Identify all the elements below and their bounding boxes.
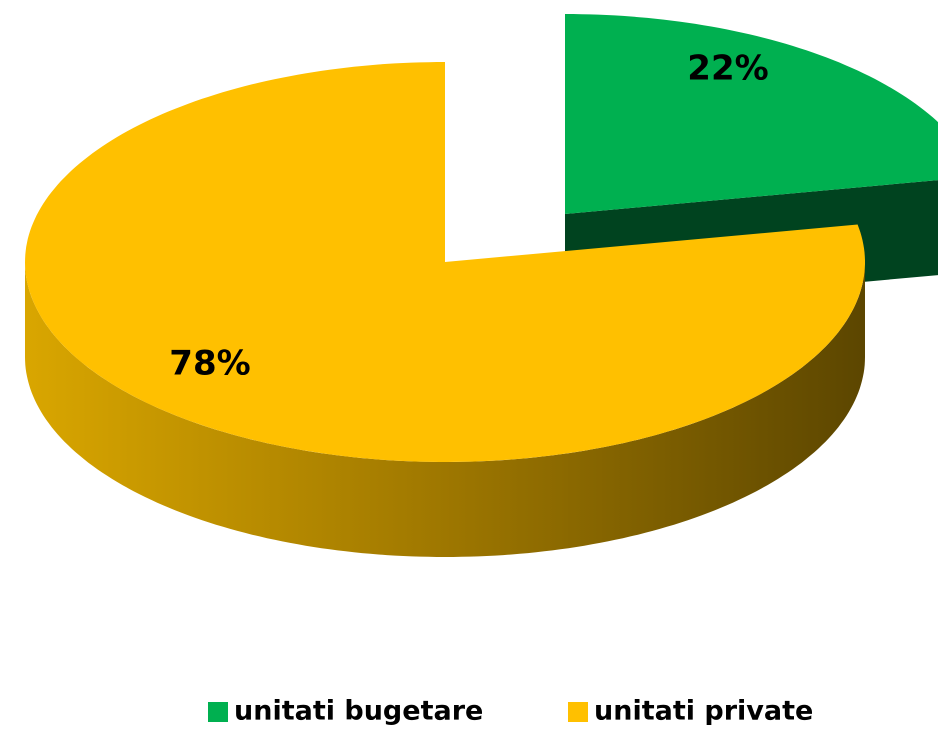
legend: unitati bugetare unitati private <box>208 696 813 727</box>
legend-label: unitati private <box>594 696 813 727</box>
slice <box>25 62 865 462</box>
legend-swatch <box>208 702 228 722</box>
pie <box>25 14 938 557</box>
legend-label: unitati bugetare <box>234 696 483 727</box>
legend-swatch <box>568 702 588 722</box>
labels: 22% 78% <box>169 49 768 384</box>
slice-side <box>25 262 865 557</box>
data-label: 78% <box>169 344 250 384</box>
data-label: 22% <box>687 49 768 89</box>
slice <box>565 14 938 214</box>
